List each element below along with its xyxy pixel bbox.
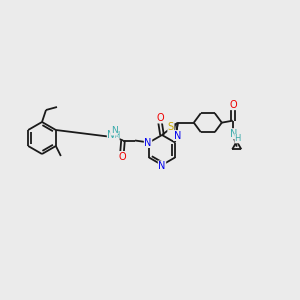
Text: N: N (158, 161, 166, 171)
Text: N: N (174, 130, 181, 141)
Text: O: O (230, 100, 238, 110)
Text: H: H (235, 134, 241, 143)
Text: O: O (156, 113, 164, 123)
Text: N: N (144, 137, 152, 148)
Text: S: S (168, 122, 174, 132)
Text: O: O (118, 152, 126, 161)
Text: N: N (107, 130, 115, 140)
Text: H: H (113, 131, 119, 140)
Text: N: N (111, 126, 117, 135)
Text: H: H (111, 130, 117, 139)
Text: N: N (230, 129, 238, 139)
